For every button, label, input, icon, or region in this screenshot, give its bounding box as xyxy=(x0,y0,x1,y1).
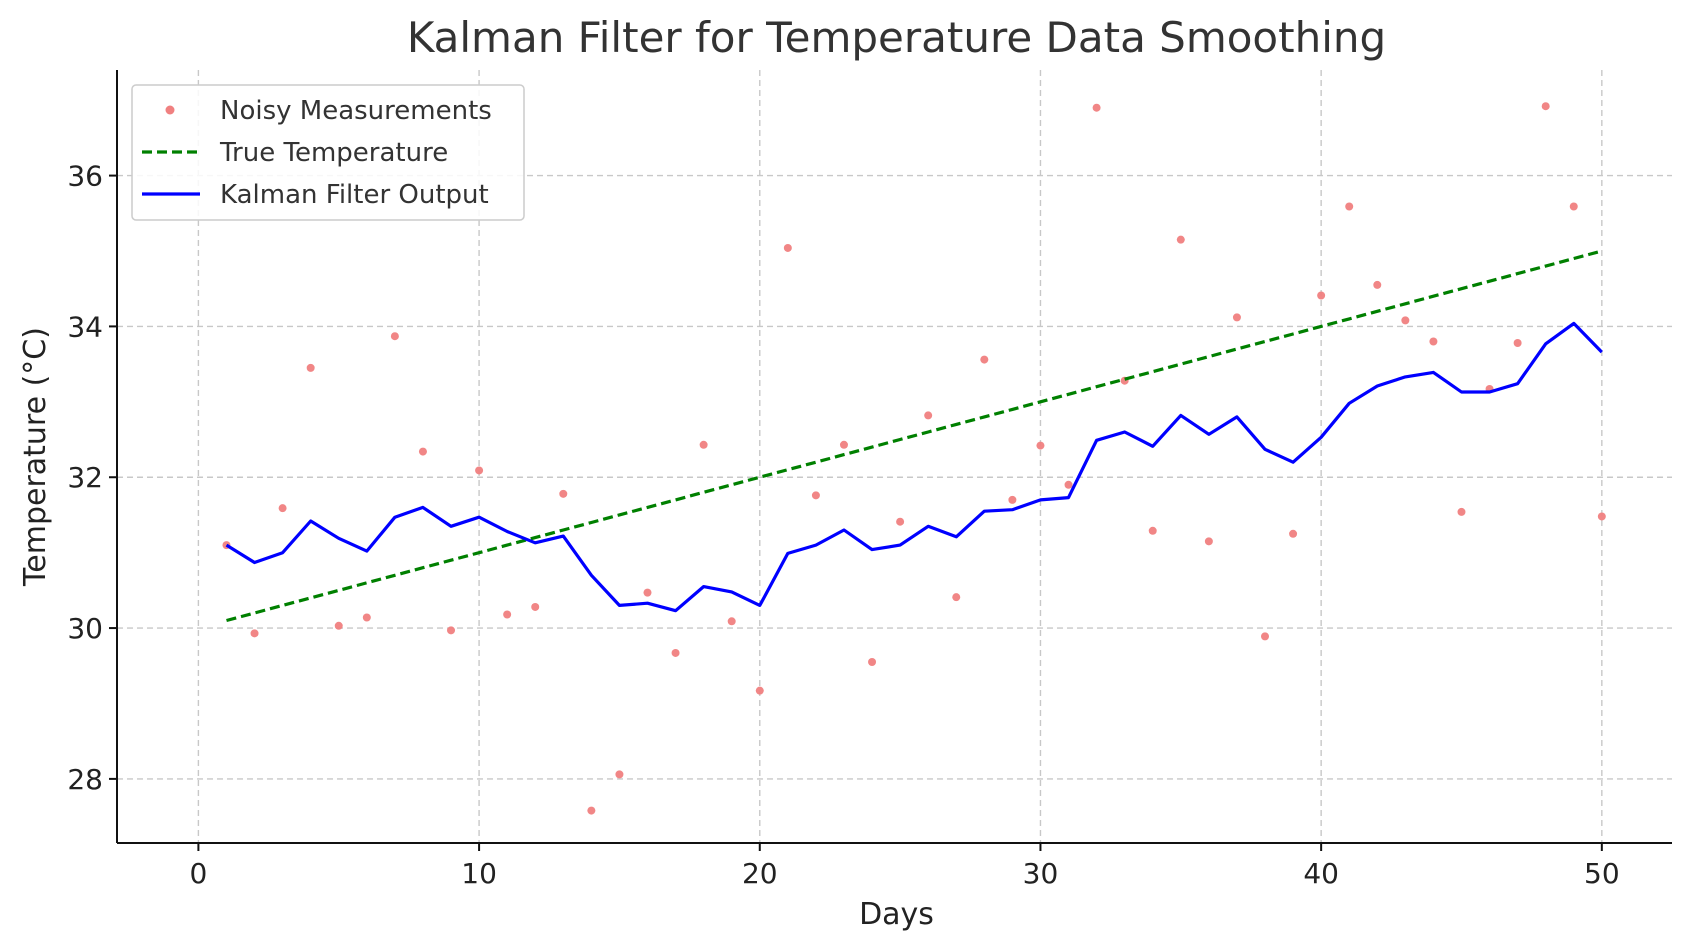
x-tick-label: 0 xyxy=(189,857,207,890)
gridlines xyxy=(117,70,1672,843)
measurement-point xyxy=(1569,202,1578,211)
measurement-point xyxy=(896,517,905,526)
x-tick-label: 50 xyxy=(1584,857,1620,890)
x-axis-label: Days xyxy=(859,897,934,932)
y-tick-label: 32 xyxy=(67,461,103,494)
measurement-point xyxy=(643,588,652,597)
measurement-point xyxy=(1513,339,1522,348)
measurement-point xyxy=(755,686,764,695)
measurement-point xyxy=(615,770,624,779)
measurement-point xyxy=(531,602,540,611)
axes: 0 10 20 30 40 50 28 30 32 34 36 xyxy=(67,70,1672,890)
measurement-point xyxy=(278,504,287,513)
y-tick-label: 36 xyxy=(67,160,103,193)
legend-label: Kalman Filter Output xyxy=(220,180,489,210)
measurement-point xyxy=(1429,337,1438,346)
measurement-point xyxy=(587,806,596,815)
measurement-point xyxy=(727,617,736,626)
x-tick-label: 10 xyxy=(461,857,497,890)
measurement-point xyxy=(503,610,512,619)
true-temperature-line xyxy=(226,249,1603,623)
measurement-point xyxy=(924,411,933,420)
measurement-point xyxy=(1457,507,1466,516)
measurement-point xyxy=(1036,441,1045,450)
measurement-point xyxy=(1541,102,1550,111)
measurement-point xyxy=(868,658,877,667)
x-tick-label: 40 xyxy=(1303,857,1339,890)
measurement-point xyxy=(1008,495,1017,504)
x-tick-label: 20 xyxy=(742,857,778,890)
measurement-point xyxy=(1064,480,1073,489)
kalman-filter-line xyxy=(225,321,1603,613)
measurement-point xyxy=(1204,537,1213,546)
measurement-point xyxy=(1261,632,1270,641)
measurement-point xyxy=(447,626,456,635)
chart-title: Kalman Filter for Temperature Data Smoot… xyxy=(407,13,1386,62)
measurement-point xyxy=(1148,526,1157,535)
measurement-point xyxy=(811,491,820,500)
y-tick-label: 34 xyxy=(67,310,103,343)
measurement-point xyxy=(475,466,484,475)
legend-marker-measurements xyxy=(165,105,175,115)
legend: Noisy Measurements True Temperature Kalman… xyxy=(131,84,525,221)
y-axis-label: Temperature (°C) xyxy=(18,327,53,587)
measurement-point xyxy=(783,243,792,252)
measurement-point xyxy=(699,440,708,449)
plot-series xyxy=(222,102,1606,815)
legend-box xyxy=(131,84,525,221)
measurement-point xyxy=(390,332,399,341)
measurement-point xyxy=(418,447,427,456)
measurement-point xyxy=(1176,235,1185,244)
x-tick-label: 30 xyxy=(1023,857,1059,890)
measurement-point xyxy=(306,363,315,372)
measurement-point xyxy=(1373,280,1382,289)
measurement-point xyxy=(1289,529,1298,538)
measurement-point xyxy=(952,593,961,602)
legend-label: True Temperature xyxy=(219,138,448,168)
measurement-point xyxy=(362,613,371,622)
measurement-point xyxy=(250,629,259,638)
measurement-point xyxy=(839,440,848,449)
measurement-point xyxy=(1597,512,1606,521)
measurement-point xyxy=(1232,313,1241,322)
measurement-point xyxy=(1317,291,1326,300)
legend-label: Noisy Measurements xyxy=(220,96,492,126)
measurement-point xyxy=(1092,103,1101,112)
measurement-point xyxy=(1345,202,1354,211)
measurement-point xyxy=(1401,316,1410,325)
y-tick-label: 28 xyxy=(67,763,103,796)
measurement-point xyxy=(671,648,680,657)
measurement-point xyxy=(334,621,343,630)
y-tick-label: 30 xyxy=(67,612,103,645)
measurement-point xyxy=(980,355,989,364)
measurement-point xyxy=(559,489,568,498)
